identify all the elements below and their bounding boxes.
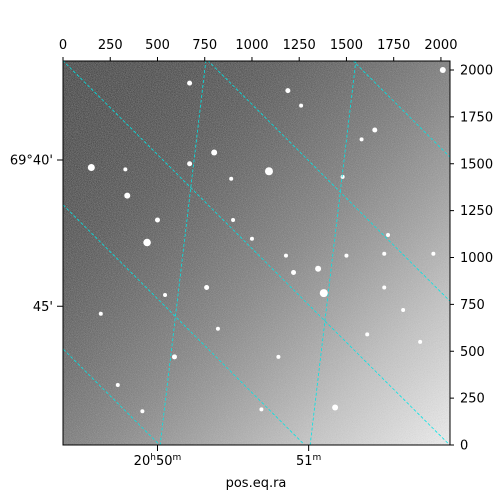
- star: [319, 289, 328, 298]
- ra-tick-label: 20h50m: [134, 453, 182, 469]
- right-tick-label: 1000: [460, 251, 493, 266]
- right-pixel-axis: 0 250 500 750 1000 1250 1500 1750 2000: [450, 64, 493, 454]
- star: [401, 308, 406, 312]
- top-tick-label: 1500: [330, 38, 363, 53]
- star: [276, 354, 281, 359]
- star: [211, 149, 218, 156]
- right-tick-label: 0: [460, 439, 468, 454]
- top-tick-label: 1750: [377, 38, 410, 53]
- star: [344, 253, 349, 258]
- star: [154, 217, 160, 223]
- top-tick-label: 2000: [424, 38, 457, 53]
- dec-tick-label: 69°40': [10, 154, 53, 169]
- top-tick-label: 1000: [235, 38, 268, 53]
- grid-line-ra: [159, 61, 207, 445]
- top-tick-label: 0: [59, 38, 67, 53]
- star: [315, 265, 322, 272]
- star: [187, 161, 193, 167]
- star: [418, 339, 423, 344]
- stars-layer: [87, 67, 446, 414]
- top-tick-label: 500: [145, 38, 170, 53]
- star: [431, 251, 436, 256]
- star: [340, 174, 345, 179]
- star: [123, 167, 128, 172]
- star: [229, 176, 234, 181]
- bottom-ra-axis: 20h50m 51m: [134, 445, 321, 469]
- right-tick-label: 1250: [460, 204, 493, 219]
- star: [283, 253, 288, 258]
- star: [163, 293, 168, 297]
- plot-frame: [62, 60, 451, 446]
- star: [359, 137, 364, 142]
- star: [439, 67, 446, 73]
- star: [187, 80, 193, 86]
- star: [171, 354, 177, 360]
- x-axis-label: pos.eq.ra: [226, 476, 287, 491]
- right-tick-label: 750: [460, 298, 485, 313]
- right-tick-label: 1500: [460, 157, 493, 172]
- top-pixel-axis: 0 250 500 750 1000 1250 1500 1750 2000: [59, 38, 457, 61]
- left-dec-axis: 69°40' 45': [10, 154, 63, 315]
- star: [215, 326, 220, 331]
- star: [291, 270, 297, 275]
- star: [143, 238, 151, 247]
- star: [382, 251, 387, 256]
- star: [231, 218, 236, 222]
- top-tick-label: 750: [192, 38, 217, 53]
- star: [115, 383, 120, 387]
- star: [87, 164, 95, 171]
- star: [382, 285, 387, 290]
- top-tick-label: 250: [98, 38, 123, 53]
- star: [140, 409, 145, 414]
- star: [299, 103, 304, 108]
- star: [124, 192, 131, 199]
- ra-tick-label: 51m: [296, 453, 321, 469]
- top-tick-label: 1250: [283, 38, 316, 53]
- dec-tick-label: 45': [33, 300, 53, 315]
- right-tick-label: 500: [460, 345, 485, 360]
- star: [365, 332, 370, 337]
- grid-line-dec: [63, 61, 450, 445]
- right-tick-label: 2000: [460, 64, 493, 79]
- star: [332, 404, 339, 411]
- right-tick-label: 250: [460, 392, 485, 407]
- grid-line-dec: [63, 204, 306, 445]
- star: [264, 167, 273, 176]
- star: [285, 88, 291, 94]
- star: [259, 407, 264, 412]
- right-tick-label: 1750: [460, 110, 493, 125]
- star: [204, 285, 210, 290]
- grid-line-ra: [3, 1, 63, 500]
- star: [386, 233, 391, 237]
- star: [372, 127, 378, 133]
- grid-line-ra: [309, 61, 357, 445]
- star: [98, 311, 103, 316]
- grid-line-dec: [63, 348, 161, 445]
- grid-line-dec: [0, 11, 65, 495]
- star: [249, 236, 254, 241]
